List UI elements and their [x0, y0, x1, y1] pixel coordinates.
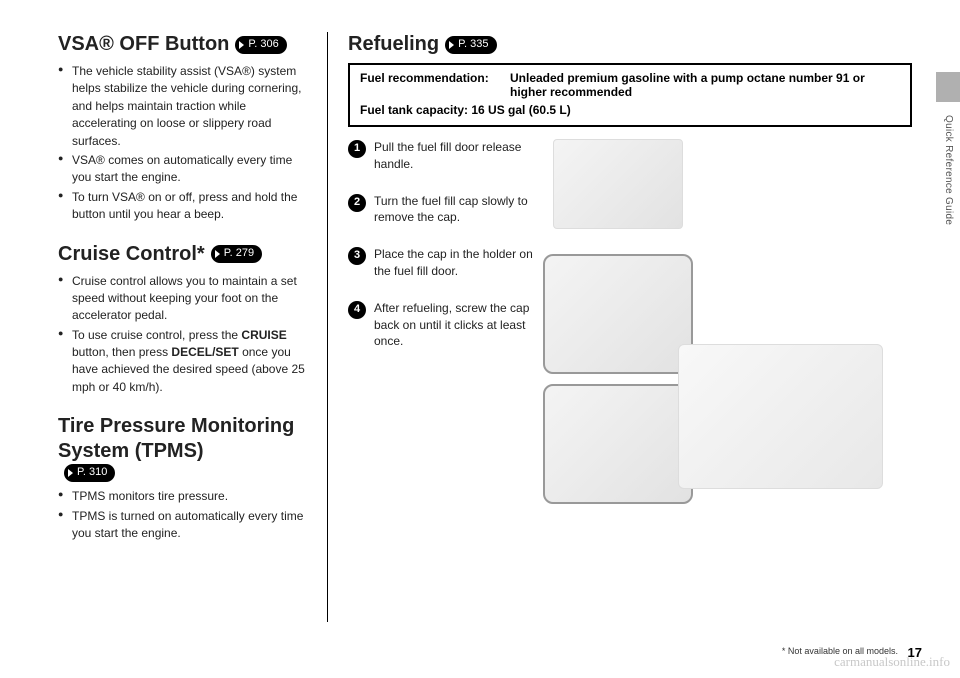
column-right: Refueling P. 335 Fuel recommendation: Un… — [328, 32, 912, 622]
list-item: To turn VSA® on or off, press and hold t… — [58, 189, 307, 224]
heading-vsa-text: VSA® OFF Button — [58, 32, 229, 57]
side-tab — [936, 72, 960, 102]
fuel-cap-image-2 — [543, 384, 693, 504]
steps-area: 1 Pull the fuel fill door release handle… — [348, 139, 912, 370]
list-item: TPMS is turned on automatically every ti… — [58, 508, 307, 543]
fuel-info-box: Fuel recommendation: Unleaded premium ga… — [348, 63, 912, 127]
heading-cruise: Cruise Control* P. 279 — [58, 242, 307, 267]
fuel-rec-label: Fuel recommendation: — [360, 71, 510, 99]
vsa-list: The vehicle stability assist (VSA®) syst… — [58, 63, 307, 224]
column-left: VSA® OFF Button P. 306 The vehicle stabi… — [58, 32, 328, 622]
step-number-icon: 4 — [348, 301, 366, 319]
pageref-badge: P. 306 — [235, 36, 286, 54]
step-number-icon: 1 — [348, 140, 366, 158]
step-1: 1 Pull the fuel fill door release handle… — [348, 139, 543, 173]
watermark: carmanualsonline.info — [834, 654, 950, 670]
images-column — [543, 139, 912, 370]
step-number-icon: 2 — [348, 194, 366, 212]
manual-page: Quick Reference Guide VSA® OFF Button P.… — [0, 0, 960, 678]
list-item: To use cruise control, press the CRUISE … — [58, 327, 307, 397]
step-text: Place the cap in the holder on the fuel … — [374, 246, 543, 280]
fuel-rec-value: Unleaded premium gasoline with a pump oc… — [510, 71, 900, 99]
vehicle-rear-image — [678, 344, 883, 489]
heading-refueling-text: Refueling — [348, 32, 439, 57]
list-item: Cruise control allows you to maintain a … — [58, 273, 307, 325]
heading-vsa: VSA® OFF Button P. 306 — [58, 32, 307, 57]
list-item: VSA® comes on automatically every time y… — [58, 152, 307, 187]
pageref-badge: P. 335 — [445, 36, 496, 54]
heading-cruise-text: Cruise Control* — [58, 242, 205, 267]
fuel-capacity: Fuel tank capacity: 16 US gal (60.5 L) — [360, 103, 900, 117]
heading-tpms-text: Tire Pressure Monitoring System (TPMS) — [58, 414, 307, 464]
steps-column: 1 Pull the fuel fill door release handle… — [348, 139, 543, 370]
list-item: The vehicle stability assist (VSA®) syst… — [58, 63, 307, 150]
step-text: Turn the fuel fill cap slowly to remove … — [374, 193, 543, 227]
pageref-badge: P. 310 — [64, 464, 115, 482]
list-item: TPMS monitors tire pressure. — [58, 488, 307, 505]
step-4: 4 After refueling, screw the cap back on… — [348, 300, 543, 350]
step-text: After refueling, screw the cap back on u… — [374, 300, 543, 350]
fuel-recommendation-row: Fuel recommendation: Unleaded premium ga… — [360, 71, 900, 99]
heading-refueling: Refueling P. 335 — [348, 32, 912, 57]
content-columns: VSA® OFF Button P. 306 The vehicle stabi… — [58, 32, 912, 622]
fuel-release-image — [553, 139, 683, 229]
step-number-icon: 3 — [348, 247, 366, 265]
side-section-label: Quick Reference Guide — [943, 115, 954, 225]
pageref-badge: P. 279 — [211, 245, 262, 263]
tpms-list: TPMS monitors tire pressure. TPMS is tur… — [58, 488, 307, 542]
step-2: 2 Turn the fuel fill cap slowly to remov… — [348, 193, 543, 227]
fuel-cap-image-1 — [543, 254, 693, 374]
cruise-list: Cruise control allows you to maintain a … — [58, 273, 307, 397]
heading-tpms: Tire Pressure Monitoring System (TPMS) P… — [58, 414, 307, 482]
step-text: Pull the fuel fill door release handle. — [374, 139, 543, 173]
step-3: 3 Place the cap in the holder on the fue… — [348, 246, 543, 280]
